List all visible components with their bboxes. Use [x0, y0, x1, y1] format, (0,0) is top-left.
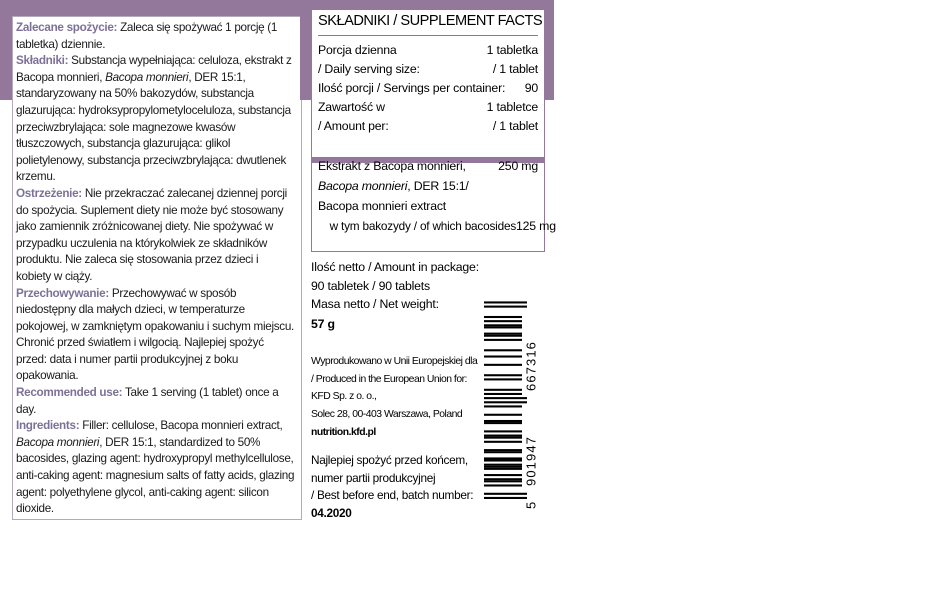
svg-text:667316: 667316	[524, 341, 539, 391]
svg-text:901947: 901947	[524, 436, 539, 486]
svg-text:5: 5	[524, 502, 539, 509]
